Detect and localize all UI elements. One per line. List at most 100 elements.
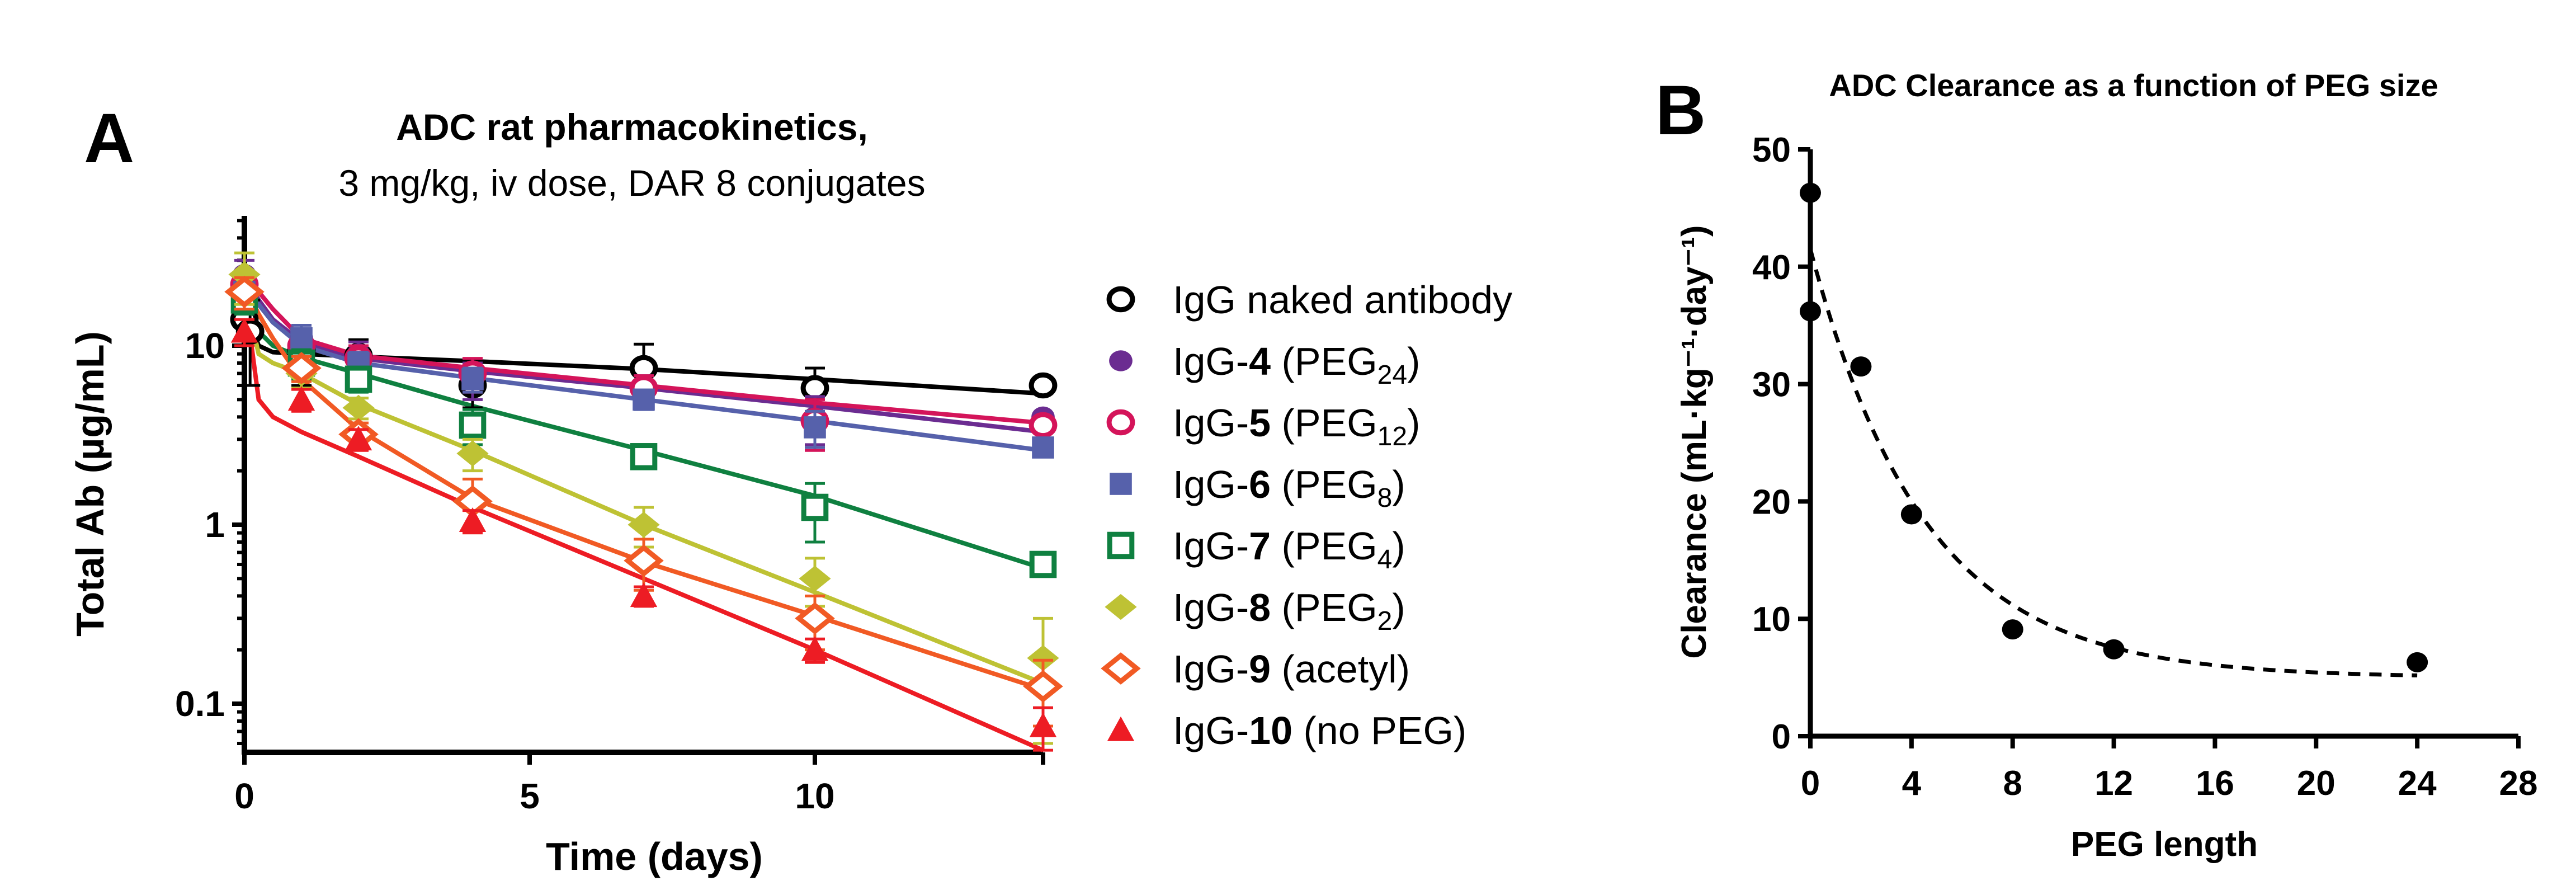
data-point-5 (1027, 645, 1059, 671)
legend-label: IgG-10 (no PEG) (1173, 709, 1466, 752)
x-tick-label: 5 (520, 776, 540, 816)
data-point (1800, 301, 1821, 322)
data-point-4 (801, 493, 829, 521)
y-tick-label: 50 (1752, 131, 1791, 169)
legend-label-part: 4 (1377, 545, 1393, 575)
legend-label-part: (PEG (1271, 463, 1377, 506)
legend-label-part: 6 (1249, 463, 1271, 506)
x-tick-label: 0 (1801, 764, 1820, 803)
legend-item: IgG-5 (PEG12) (1106, 401, 1420, 451)
legend-label: IgG-5 (PEG12) (1173, 401, 1420, 451)
data-point-7 (459, 507, 487, 533)
panel-a: A ADC rat pharmacokinetics, 3 mg/kg, iv … (68, 100, 1512, 878)
data-point (1800, 182, 1821, 203)
legend-label-part: 7 (1249, 524, 1271, 568)
y-tick-label: 30 (1752, 366, 1791, 404)
legend-label-part: (PEG (1271, 524, 1377, 568)
panel-b-x-axis-label: PEG length (2071, 825, 2258, 864)
legend-label-part: ) (1392, 463, 1405, 506)
data-point-6 (1023, 670, 1063, 703)
legend-item: IgG-7 (PEG4) (1107, 524, 1405, 575)
panel-b-label: B (1655, 72, 1706, 149)
legend-label-part: (PEG (1271, 401, 1377, 445)
data-point (2103, 639, 2125, 660)
legend-label-part: 12 (1377, 422, 1407, 451)
data-point-5 (342, 394, 375, 421)
panel-b-y-axis-label: Clearance (mL·kg⁻¹·day⁻¹) (1675, 225, 1714, 658)
legend-item: IgG-9 (acetyl) (1101, 647, 1410, 691)
legend-marker-icon (1106, 409, 1135, 436)
data-point-5 (456, 440, 489, 467)
x-tick-label: 4 (1902, 764, 1922, 803)
fit-curve (1808, 248, 2418, 677)
legend-item: IgG-10 (no PEG) (1107, 709, 1466, 752)
legend-label-part: IgG naked antibody (1173, 278, 1512, 322)
legend-marker-icon (1110, 473, 1132, 495)
legend-label-part: ) (1392, 524, 1405, 568)
data-point-4 (345, 365, 372, 393)
legend-label: IgG-6 (PEG8) (1173, 463, 1405, 513)
x-tick-label: 28 (2499, 764, 2538, 803)
legend-label-part: 8 (1249, 586, 1271, 629)
legend-marker-icon (1101, 652, 1141, 685)
x-tick-label: 0 (234, 776, 254, 816)
panel-a-title: ADC rat pharmacokinetics, (396, 106, 868, 148)
data-point-6 (624, 544, 664, 577)
legend-label-part: 4 (1249, 340, 1271, 383)
data-point-4 (459, 411, 487, 439)
legend-label-part: ) (1407, 340, 1420, 383)
x-tick-label: 16 (2196, 764, 2234, 803)
y-tick-label: 10 (185, 326, 225, 366)
panel-a-subtitle: 3 mg/kg, iv dose, DAR 8 conjugates (338, 162, 925, 204)
fit-line-7 (242, 291, 1044, 752)
legend-label-part: IgG- (1173, 586, 1249, 629)
legend-label-part: (PEG (1271, 340, 1377, 383)
data-point (2002, 619, 2023, 640)
legend-label-part: ) (1407, 401, 1420, 445)
legend-label-part: IgG- (1173, 463, 1249, 506)
panel-a-y-axis-label: Total Ab (µg/mL) (68, 331, 112, 637)
x-tick-label: 8 (2003, 764, 2022, 803)
x-tick-label: 10 (795, 776, 834, 816)
data-point-6 (224, 275, 265, 308)
legend-label-part: IgG- (1173, 401, 1249, 445)
data-point-7 (230, 318, 258, 343)
legend-label-part: 5 (1249, 401, 1271, 445)
legend-marker-icon (1109, 350, 1133, 371)
legend-item: IgG naked antibody (1106, 278, 1512, 322)
data-point (1850, 356, 1872, 377)
y-tick-label: 10 (1752, 600, 1791, 639)
data-point-3 (461, 368, 484, 390)
legend-label-part: ) (1392, 586, 1405, 629)
legend-label: IgG-9 (acetyl) (1173, 647, 1410, 691)
data-point-3 (1032, 436, 1054, 459)
data-point-7 (630, 582, 658, 608)
data-point-7 (345, 426, 372, 451)
y-tick-label: 40 (1752, 248, 1791, 287)
legend-item: IgG-4 (PEG24) (1109, 340, 1420, 390)
legend-label: IgG-7 (PEG4) (1173, 524, 1405, 575)
data-point (2407, 652, 2428, 672)
legend-label-part: IgG- (1173, 647, 1249, 691)
legend-label-part: IgG- (1173, 709, 1249, 752)
data-point-3 (804, 416, 826, 439)
legend-label-part: (acetyl) (1271, 647, 1410, 691)
legend-label-part: IgG- (1173, 340, 1249, 383)
legend-label-part: 24 (1377, 360, 1407, 390)
legend-label-part: 2 (1377, 606, 1393, 636)
data-point-4 (1029, 550, 1057, 578)
x-tick-label: 20 (2297, 764, 2336, 803)
panel-b-title: ADC Clearance as a function of PEG size (1829, 68, 2438, 103)
legend-marker-icon (1107, 531, 1135, 559)
data-point-6 (795, 602, 835, 635)
data-point-5 (628, 511, 660, 538)
data-point-0 (1028, 372, 1058, 399)
data-point-6 (281, 352, 322, 384)
panel-a-x-axis-label: Time (days) (546, 835, 763, 878)
panel-a-label: A (84, 100, 134, 177)
legend-label-part: (PEG (1271, 586, 1377, 629)
legend-label: IgG naked antibody (1173, 278, 1512, 322)
legend-label-part: 8 (1377, 483, 1393, 513)
legend-label-part: (no PEG) (1292, 709, 1466, 752)
